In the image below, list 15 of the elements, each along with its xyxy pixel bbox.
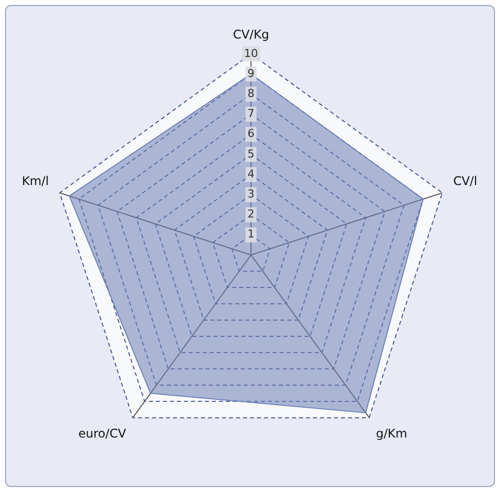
y-tick-label: 7: [248, 107, 254, 120]
spoke-label: euro/CV: [78, 426, 127, 440]
spoke-label: CV/Kg: [232, 27, 270, 42]
y-tick-label: 3: [248, 188, 254, 201]
y-tick-label: 10: [244, 46, 258, 60]
y-tick-label: 8: [248, 86, 254, 100]
y-tick-label: 1: [248, 228, 254, 241]
y-tick-label: 6: [248, 127, 254, 140]
y-tick-label: 9: [248, 66, 254, 80]
y-tick-label: 4: [248, 167, 254, 180]
y-tick-label: 5: [248, 147, 254, 160]
spoke-label: Km/l: [22, 174, 49, 188]
spoke-label: CV/l: [453, 174, 478, 188]
spoke-label: g/Km: [376, 426, 408, 440]
y-tick-label: 2: [248, 208, 254, 221]
